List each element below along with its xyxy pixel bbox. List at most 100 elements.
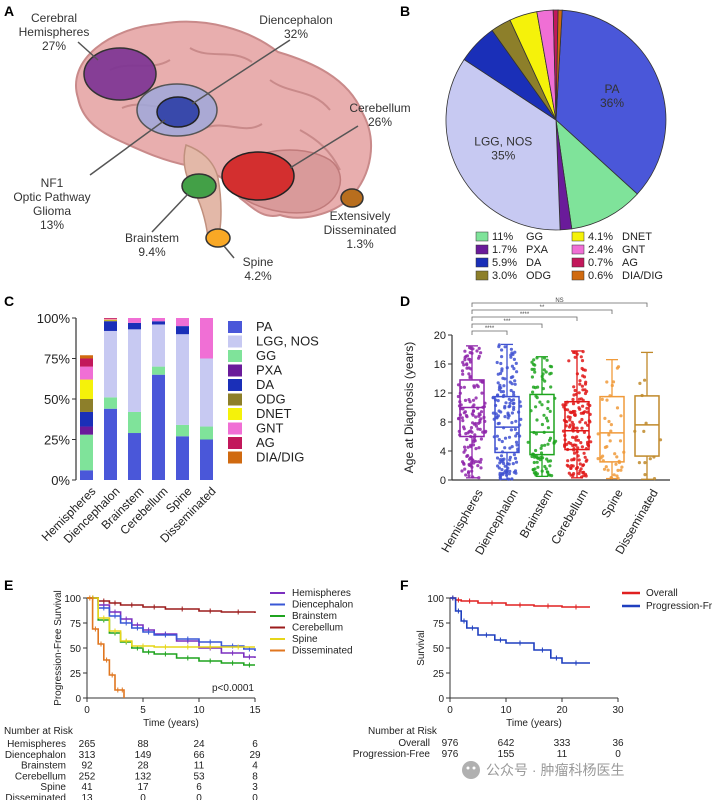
sig-bracket-2	[471, 316, 578, 321]
age-point-1-30	[510, 445, 514, 449]
os-x-tick-1: 10	[500, 705, 512, 716]
age-point-3-142	[566, 415, 570, 419]
age-point-3-3	[580, 417, 584, 422]
bar-seg-3-4	[152, 321, 165, 325]
pfs-risk-val-1-3: 29	[249, 750, 261, 761]
panel-label-b: B	[400, 3, 410, 19]
pfs-risk-val-0-3: 6	[252, 739, 258, 750]
age-point-1-83	[503, 464, 507, 468]
pfs-risk-label-2: Brainstem	[21, 761, 66, 772]
age-category-2: Brainstem	[517, 487, 556, 541]
age-point-2-80	[548, 364, 552, 368]
age-point-4-0	[616, 476, 620, 480]
bar-seg-0-8	[80, 358, 93, 367]
age-point-0-26	[471, 398, 476, 402]
pfs-y-tick-1: 25	[70, 669, 82, 680]
region-pct-0: 27%	[42, 39, 66, 53]
pfs-risk-val-5-2: 0	[196, 793, 202, 800]
age-point-3-99	[569, 466, 573, 470]
age-point-3-104	[582, 474, 586, 478]
age-point-0-97	[478, 460, 482, 464]
age-point-3-123	[561, 403, 565, 407]
age-point-1-142	[512, 401, 516, 405]
age-point-1-81	[503, 404, 507, 409]
pfs-x-tick-0: 0	[84, 705, 90, 716]
age-point-3-116	[573, 412, 577, 417]
bar-seg-1-6	[104, 319, 117, 321]
age-point-4-19	[618, 439, 623, 443]
age-point-2-60	[535, 460, 539, 464]
age-point-3-70	[584, 474, 588, 478]
age-point-2-30	[546, 406, 550, 411]
age-point-0-35	[474, 447, 478, 451]
os-curve-1	[450, 597, 590, 664]
age-point-4-28	[616, 468, 620, 472]
pfs-legend-label-0: Hemispheres	[292, 588, 351, 599]
bar-legend-label-2: GG	[256, 348, 276, 363]
age-point-1-137	[507, 397, 511, 401]
age-point-2-46	[548, 409, 552, 413]
age-point-1-53	[507, 472, 511, 476]
age-point-1-58	[507, 435, 512, 439]
age-point-4-32	[605, 380, 609, 384]
panel-label-c: C	[4, 293, 14, 309]
age-point-4-13	[614, 462, 618, 466]
os-risk-label-1: Progression-Free	[353, 749, 431, 760]
os-y-label: Survival	[416, 630, 427, 666]
bar-seg-1-1	[104, 397, 117, 409]
age-point-3-147	[574, 438, 578, 442]
age-point-0-123	[467, 470, 471, 474]
age-point-4-2	[604, 465, 608, 469]
age-point-3-78	[583, 455, 587, 459]
pie-legend-swatch-6	[475, 270, 489, 281]
os-risk-val-1-0: 976	[442, 749, 459, 760]
pie-legend-pct-4: 5.9%	[492, 257, 517, 269]
bar-seg-0-7	[80, 366, 93, 380]
age-point-0-99	[462, 363, 466, 367]
age-point-0-36	[462, 385, 466, 389]
age-point-1-118	[497, 438, 501, 442]
age-point-1-104	[499, 454, 504, 458]
age-point-2-33	[535, 396, 539, 400]
age-point-1-3	[495, 360, 499, 365]
ellipse-disseminated	[340, 188, 364, 208]
age-point-0-66	[462, 425, 466, 429]
os-x-tick-0: 0	[447, 705, 453, 716]
sig-label-2: ****	[520, 312, 530, 318]
age-point-3-62	[579, 441, 583, 445]
region-pct-6: 1.3%	[346, 237, 374, 251]
bar-legend-swatch-1	[228, 335, 242, 348]
age-point-4-6	[615, 455, 619, 459]
os-risk-val-0-2: 333	[554, 738, 571, 749]
bar-legend-label-5: ODG	[256, 392, 286, 407]
age-point-0-72	[467, 372, 471, 376]
os-risk-val-1-3: 0	[615, 749, 621, 760]
region-name-0: Cerebral Hemispheres	[19, 11, 90, 39]
age-point-3-39	[571, 423, 576, 427]
age-point-3-18	[578, 462, 582, 466]
pie-slice-labels: PA 36% LGG, NOS 35%	[474, 82, 624, 163]
bar-seg-0-0	[80, 470, 93, 480]
bar-y-tick-3: 75%	[44, 352, 70, 367]
age-point-2-72	[536, 465, 540, 469]
stacked-bar-panel: 0%25%50%75%100%HemispheresDiencephalonBr…	[37, 311, 319, 546]
pfs-y-tick-3: 75	[70, 619, 82, 630]
pointer-optic	[89, 119, 166, 176]
age-point-0-85	[468, 351, 472, 355]
bar-seg-1-0	[104, 408, 117, 480]
age-point-1-57	[499, 474, 503, 478]
pie-legend-label-3: GNT	[622, 244, 646, 256]
pie-legend-swatch-2	[475, 244, 489, 255]
panel-label-d: D	[400, 293, 410, 309]
age-point-3-138	[581, 368, 586, 372]
age-point-0-143	[478, 413, 482, 417]
age-point-3-89	[568, 410, 572, 414]
age-point-0-89	[472, 438, 476, 442]
age-point-0-129	[468, 400, 472, 404]
pfs-legend-label-3: Cerebellum	[292, 623, 343, 634]
age-point-1-72	[515, 431, 519, 436]
panel-label-e: E	[4, 577, 13, 593]
bar-seg-1-3	[104, 330, 117, 398]
pfs-risk-val-4-0: 41	[81, 782, 93, 793]
